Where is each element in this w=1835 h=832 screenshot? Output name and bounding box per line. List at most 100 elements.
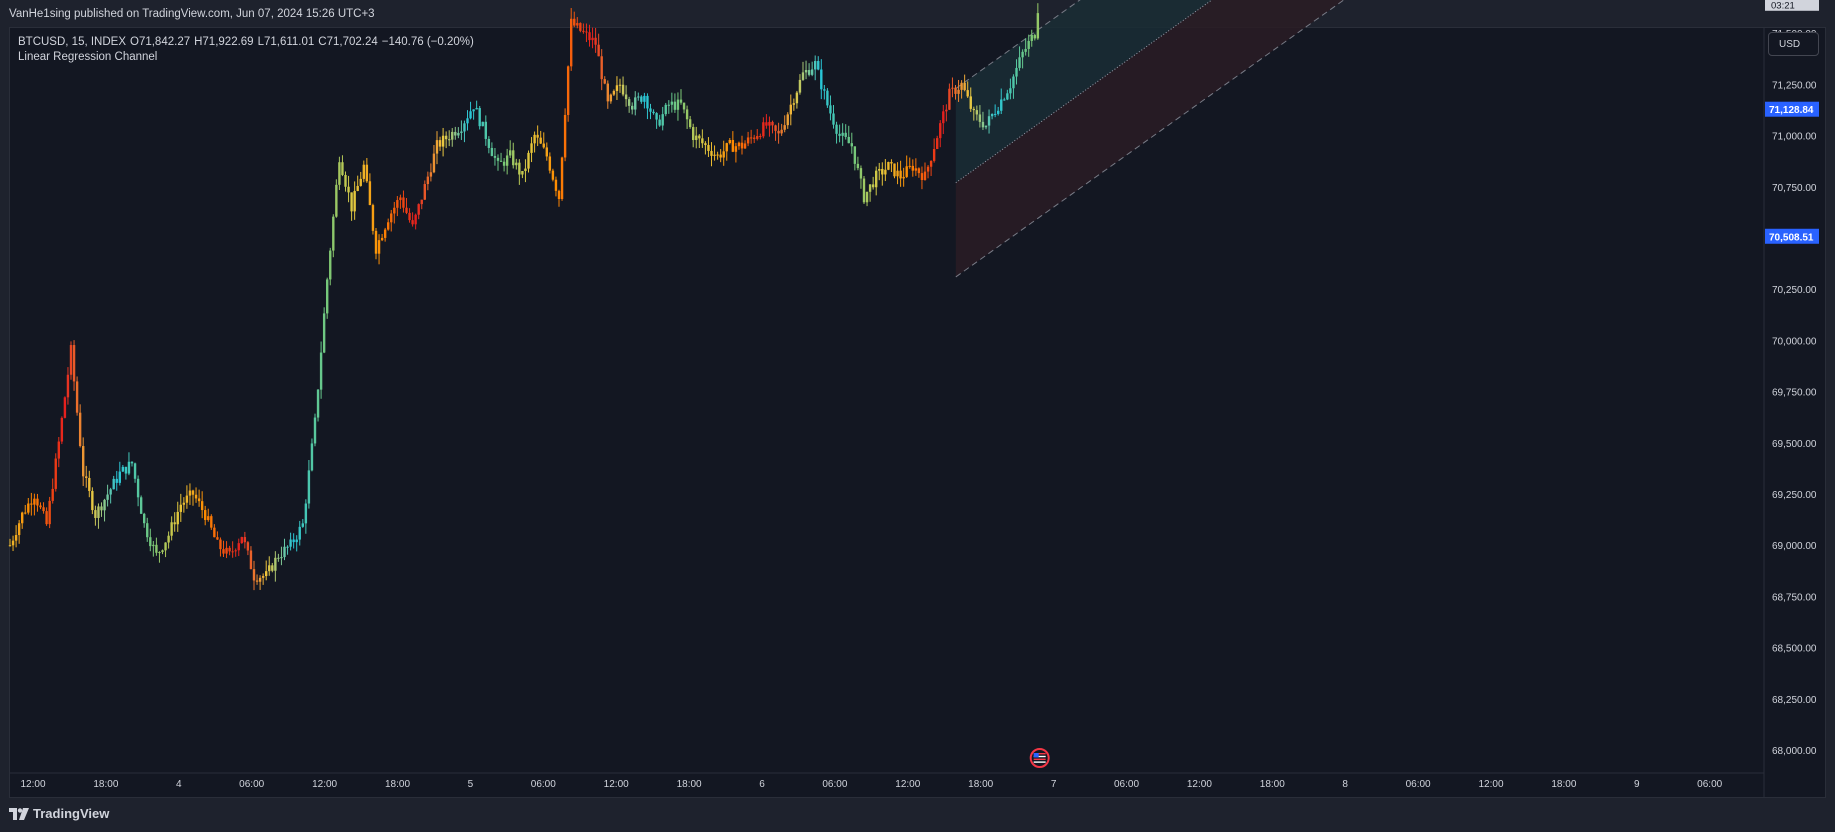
candle-body bbox=[194, 494, 198, 499]
candle-body bbox=[88, 478, 91, 491]
y-tick-label: 71,250.00 bbox=[1772, 80, 1817, 91]
candle-body bbox=[527, 152, 530, 169]
candle-body bbox=[17, 523, 21, 536]
channel-lower-fill bbox=[955, 0, 1344, 277]
candle-body bbox=[1024, 48, 1027, 52]
us-flag-icon bbox=[1029, 748, 1050, 768]
candle-body bbox=[868, 184, 872, 192]
candle-body bbox=[322, 313, 326, 353]
tradingview-logo[interactable]: TradingView bbox=[9, 806, 109, 821]
candle-body bbox=[94, 510, 97, 518]
candle-body bbox=[313, 417, 317, 444]
candle-body bbox=[966, 90, 969, 97]
candle-body bbox=[524, 168, 527, 172]
candle-body bbox=[673, 101, 677, 110]
candle-body bbox=[72, 345, 76, 382]
y-tick-label: 71,000.00 bbox=[1772, 132, 1817, 143]
candle-body bbox=[594, 37, 597, 45]
chart-frame[interactable] bbox=[9, 27, 1826, 798]
candle-body bbox=[399, 197, 402, 201]
candle-body bbox=[704, 143, 707, 146]
candle-body bbox=[124, 466, 128, 474]
candle-body bbox=[871, 184, 875, 188]
x-tick-label: 9 bbox=[1634, 779, 1640, 790]
candle-body bbox=[179, 504, 182, 512]
candle-body bbox=[850, 143, 853, 147]
candle-body bbox=[496, 157, 500, 161]
candle-body bbox=[207, 516, 210, 520]
candle-body bbox=[984, 125, 988, 128]
y-tick-label: 68,750.00 bbox=[1772, 592, 1817, 603]
candle-body bbox=[923, 171, 927, 181]
candle-body bbox=[158, 552, 161, 554]
candle-body bbox=[8, 545, 12, 547]
candle-body bbox=[402, 197, 405, 208]
candle-body bbox=[396, 200, 399, 208]
candle-body bbox=[27, 503, 30, 513]
tradingview-logo-icon bbox=[9, 807, 29, 820]
candle-body bbox=[121, 466, 125, 472]
candle-body bbox=[298, 526, 301, 540]
candle-body bbox=[810, 69, 814, 75]
candle-body bbox=[429, 172, 433, 177]
x-tick-label: 18:00 bbox=[677, 779, 702, 790]
candle-body bbox=[51, 488, 54, 501]
candle-body bbox=[801, 72, 805, 80]
candle-body bbox=[826, 90, 829, 106]
countdown-label: 03:21 bbox=[1771, 0, 1795, 11]
candle-body bbox=[649, 108, 652, 112]
currency-button[interactable]: USD bbox=[1768, 32, 1819, 56]
candle-body bbox=[316, 389, 320, 418]
candle-body bbox=[774, 125, 777, 131]
x-tick-label: 12:00 bbox=[604, 779, 629, 790]
tradingview-logo-text: TradingView bbox=[33, 806, 110, 821]
chart-canvas[interactable]: 68,000.00 68,250.00 68,500.00 68,750.00 69,0… bbox=[0, 0, 1835, 798]
candle-body bbox=[783, 125, 786, 130]
candle-body bbox=[54, 458, 57, 489]
candle-body bbox=[484, 121, 487, 139]
candle-body bbox=[728, 140, 731, 144]
candle-body bbox=[609, 94, 613, 102]
candle-body bbox=[11, 540, 15, 546]
candle-body bbox=[679, 99, 683, 103]
candle-body bbox=[326, 279, 329, 314]
level-badge-lower-label: 70,508.51 bbox=[1769, 232, 1814, 243]
indicator-name[interactable]: Linear Regression Channel bbox=[18, 51, 158, 63]
candle-body bbox=[972, 108, 975, 111]
candle-body bbox=[255, 580, 259, 582]
candle-body bbox=[554, 179, 558, 191]
candle-body bbox=[338, 162, 341, 185]
candle-body bbox=[521, 171, 524, 175]
candle-body bbox=[618, 84, 622, 86]
candle-body bbox=[926, 166, 930, 172]
level-badge-upper bbox=[1765, 101, 1819, 117]
candle-body bbox=[414, 214, 417, 225]
candle-body bbox=[380, 237, 384, 241]
x-tick-label: 12:00 bbox=[1478, 779, 1503, 790]
y-tick-label: 70,000.00 bbox=[1772, 336, 1817, 347]
candle-body bbox=[21, 512, 24, 524]
y-tick-label: 70,750.00 bbox=[1772, 183, 1817, 194]
candle-body bbox=[228, 547, 231, 552]
candle-body bbox=[627, 99, 631, 106]
candle-body bbox=[603, 79, 606, 84]
candle-body bbox=[807, 70, 811, 75]
candle-body bbox=[1027, 40, 1030, 49]
symbol-line[interactable]: BTCUSD, 15, INDEX bbox=[18, 36, 126, 48]
candle-body bbox=[512, 150, 515, 166]
publish-info: VanHe1sing published on TradingView.com,… bbox=[9, 8, 375, 20]
candle-body bbox=[737, 142, 741, 147]
candle-body bbox=[1018, 57, 1021, 68]
candle-body bbox=[753, 137, 756, 139]
close-value: C71,702.24 bbox=[318, 36, 378, 48]
candle-body bbox=[383, 229, 387, 238]
candle-body bbox=[78, 412, 82, 447]
candle-body bbox=[1012, 76, 1015, 89]
candle-body bbox=[954, 87, 957, 94]
candle-body bbox=[692, 127, 695, 141]
x-tick-label: 6 bbox=[759, 779, 765, 790]
candle-body bbox=[539, 137, 542, 144]
candle-body bbox=[1030, 35, 1033, 41]
candle-body bbox=[515, 162, 518, 166]
x-tick-label: 12:00 bbox=[895, 779, 920, 790]
